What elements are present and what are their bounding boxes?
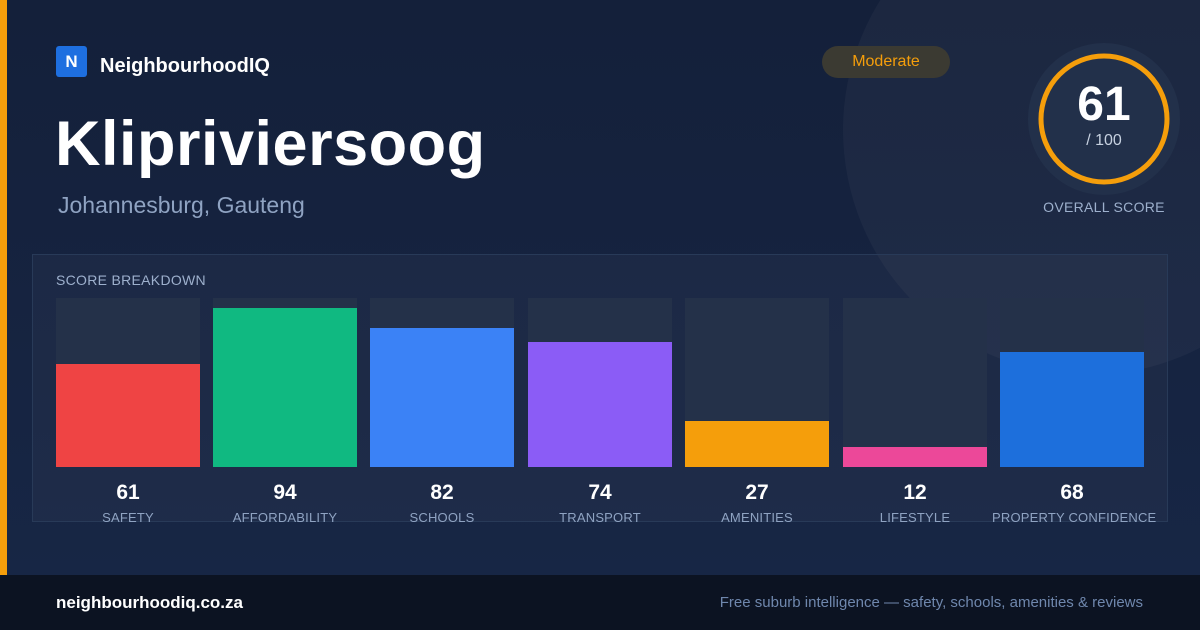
panel-title: SCORE BREAKDOWN [56,272,206,288]
bar-fill [213,308,357,467]
bar-label: AFFORDABILITY [232,510,338,525]
bar-label: AMENITIES [721,510,793,525]
bar-value: 27 [745,481,769,504]
suburb-location: Johannesburg, Gauteng [58,192,305,218]
bar-track [843,298,987,467]
bar-track [370,298,514,467]
bar-value: 94 [273,481,297,504]
bar-track [1000,298,1144,467]
footer-domain: neighbourhoodiq.co.za [56,593,243,612]
bar-fill [1000,352,1144,467]
score-ring-graphic [1028,43,1180,195]
bar-value: 74 [588,481,612,504]
logo-icon: N [56,46,87,77]
bar-fill [56,364,200,467]
footer-tagline: Free suburb intelligence — safety, schoo… [719,594,1143,611]
score-breakdown-panel: SCORE BREAKDOWN 61 SAFETY 94 AFFORDABILITY 8… [32,254,1168,525]
bar-label: SAFETY [102,510,154,525]
bar-fill [685,421,829,467]
bar-value: 61 [116,481,140,504]
bar-track [685,298,829,467]
suburb-name: Klipriviersoog [55,109,486,179]
hero-section: N NeighbourhoodIQ Klipriviersoog Johanne… [0,0,1200,575]
brand-name: NeighbourhoodIQ [100,55,270,77]
bar-value: 12 [903,481,927,504]
bar-fill [528,342,672,467]
score-ring-progress [1038,53,1170,185]
overall-score-caption: OVERALL SCORE [1043,199,1165,215]
footer: neighbourhoodiq.co.za Free suburb intell… [0,575,1200,630]
bar-fill [843,447,987,467]
bar-label: LIFESTYLE [879,510,951,525]
bar-track [213,298,357,467]
bar-track [528,298,672,467]
bar-label: SCHOOLS [409,510,475,525]
overall-score-ring: 61 / 100 [1028,43,1180,195]
bar-value: 68 [1060,481,1084,504]
bar-fill [370,328,514,467]
bar-value: 82 [430,481,454,504]
bar-track [56,298,200,467]
overall-score-max: / 100 [1086,132,1122,149]
bar-label: TRANSPORT [559,510,641,525]
bar-label: PROPERTY CONFIDENCE [992,510,1157,525]
rating-badge: Moderate [822,46,950,78]
overall-score-value: 61 [1077,78,1131,131]
accent-bar [0,0,7,575]
